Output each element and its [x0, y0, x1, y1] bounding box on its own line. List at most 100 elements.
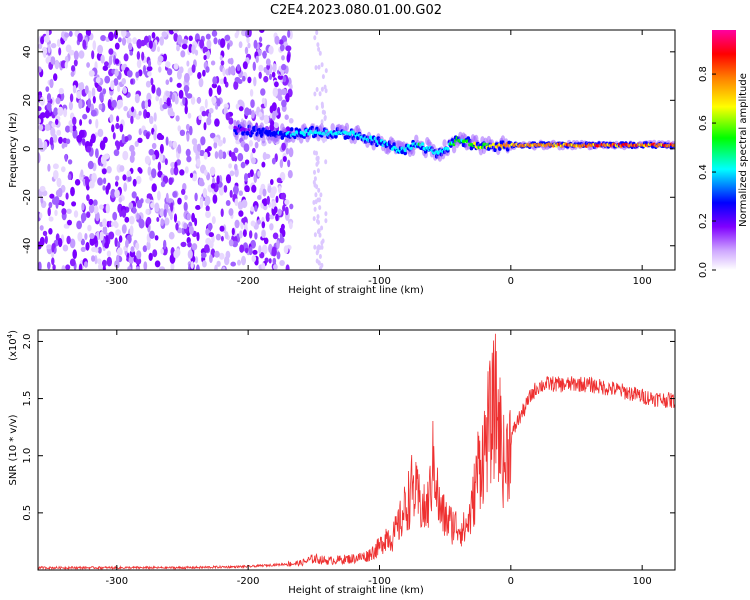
spectrogram-cell — [270, 179, 274, 185]
spectrogram-cell — [206, 39, 212, 50]
spectrogram-cell — [146, 66, 153, 72]
spectrogram-cell — [288, 221, 293, 230]
spectrogram-cell — [131, 106, 135, 113]
spectrogram-cell — [88, 198, 94, 206]
spectrogram-cell — [237, 153, 244, 162]
spectrogram-cell — [99, 231, 104, 241]
spectrogram-cell — [228, 117, 234, 125]
spectrogram-cell — [278, 185, 282, 194]
snr-frame — [37, 329, 676, 571]
spectrogram-cell — [110, 80, 115, 91]
spectrogram-cell — [202, 46, 209, 53]
spectrogram-cell — [194, 49, 199, 56]
spectrogram-cell — [266, 195, 270, 205]
spectrogram-cell — [80, 169, 84, 178]
spectrogram-cell — [61, 265, 66, 270]
spectrogram-cell — [493, 147, 497, 153]
spectrogram-cell — [271, 71, 276, 78]
spectrogram-cell — [165, 192, 169, 203]
spectrogram-cell — [272, 87, 278, 97]
spectrogram-cell — [229, 170, 235, 177]
spectrogram-cell — [100, 155, 107, 165]
spectrogram-cell — [91, 87, 96, 98]
spectrogram-cell — [209, 166, 216, 176]
spectrogram-cell — [67, 219, 72, 226]
spectrogram-cell — [65, 264, 71, 270]
spectrogram-cell — [182, 96, 186, 106]
spectrogram-cell — [276, 251, 281, 260]
spectrogram-cell — [286, 53, 291, 63]
spectrogram-cell — [285, 93, 290, 103]
spectrogram-cell — [403, 150, 408, 156]
spectrogram-cell — [247, 172, 251, 178]
spectrogram-cell — [45, 56, 51, 64]
spectrogram-cell — [204, 98, 208, 109]
spectrogram-cell — [203, 151, 208, 160]
spectrogram-cell — [108, 31, 114, 41]
spectrogram-cell — [121, 209, 127, 218]
spectrogram-cell — [119, 123, 124, 133]
colorbar-tick-label: 0.0 — [698, 262, 709, 278]
spectrogram-cell — [84, 261, 88, 268]
spectrogram-cell — [44, 110, 50, 119]
snr-scale-label: (x104) — [6, 330, 19, 361]
spectrogram-cell — [121, 133, 125, 144]
spectrogram-cell — [218, 149, 224, 160]
colorbar-tick-label: 0.8 — [698, 66, 709, 82]
spectrogram-cell — [228, 208, 234, 216]
spectrogram-cell — [150, 202, 155, 209]
spectrogram-cell — [288, 118, 294, 124]
spectrogram-cell — [106, 166, 112, 174]
spectrogram-cell — [54, 59, 60, 70]
spectrogram-cell — [126, 170, 132, 177]
spectrogram-cell — [242, 61, 248, 70]
spectrogram-cell — [211, 216, 216, 225]
spectrogram-cell — [199, 149, 205, 157]
spectrogram-cell — [204, 200, 209, 207]
spectrogram-cell — [218, 252, 225, 260]
spectrogram-cell — [114, 189, 120, 198]
spectrogram-cell — [293, 134, 297, 140]
spectrogram-cell — [143, 261, 148, 270]
spectrogram-cell — [114, 42, 120, 50]
spectrogram-cell — [113, 149, 120, 157]
spectrogram-cell — [98, 103, 103, 111]
spectrogram-cell — [58, 136, 63, 144]
spectrogram-cell — [151, 142, 157, 150]
spectrogram-cell — [65, 125, 71, 133]
spectrogram-cell — [289, 83, 293, 90]
x-tick-label: 100 — [633, 276, 652, 287]
spectrogram-cell — [202, 188, 208, 198]
spectrogram-cell — [159, 266, 165, 270]
spectrogram-cell — [63, 223, 69, 229]
spectrogram-cell — [237, 259, 241, 266]
spectrogram-cell — [183, 201, 188, 212]
spectrogram-cell — [421, 142, 425, 146]
spectrogram-cell — [61, 143, 65, 149]
spectrogram-cell — [263, 237, 269, 245]
spectrogram-cell — [269, 73, 272, 80]
spectrogram-cell — [271, 157, 276, 165]
spectrogram-cell — [284, 114, 289, 120]
spectrogram-cell — [148, 252, 153, 261]
spectrogram-cell — [265, 212, 270, 223]
spectrogram-cell — [86, 62, 90, 68]
spectrogram-cell — [48, 228, 53, 235]
spectrogram-cell — [159, 36, 164, 46]
spectrogram-cell — [191, 212, 196, 223]
spectrogram-cell — [222, 151, 227, 159]
spectrogram-cell — [138, 128, 142, 136]
spectrogram-cell — [187, 241, 192, 248]
spectrogram-cell — [276, 177, 282, 184]
spectrogram-cell — [176, 44, 180, 52]
spectrogram-cell — [101, 259, 107, 267]
spectrogram-cell — [156, 217, 160, 222]
spectrogram-cell — [55, 118, 59, 125]
spectrogram-cell — [76, 220, 82, 230]
spectrogram-cell — [114, 30, 118, 40]
spectrogram-cell — [184, 87, 188, 97]
spectrogram-cell — [102, 65, 109, 71]
colorbar-tick-label: 0.4 — [698, 164, 709, 180]
spectrogram-cell — [198, 114, 202, 121]
